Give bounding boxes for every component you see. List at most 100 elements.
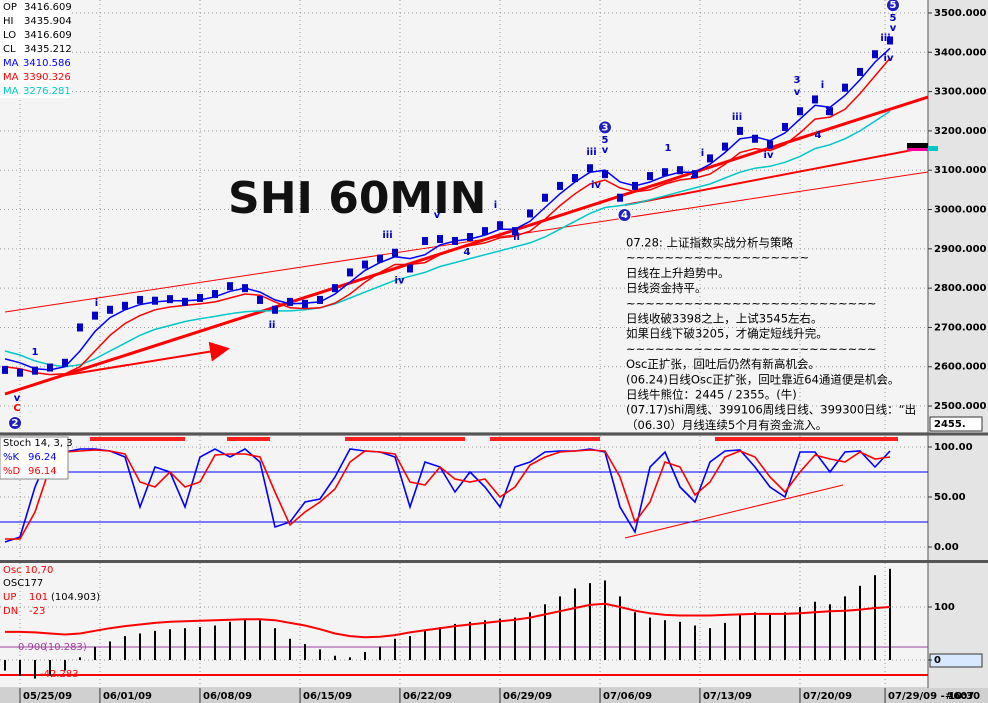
wave-label: 1 [665, 143, 672, 154]
wave-label: iv [395, 275, 405, 286]
note-line: ~~~~~~~~~~~~~~~~~~~ [626, 251, 809, 265]
readout-value: 3416.609 [24, 2, 72, 13]
wave-label: i [821, 80, 824, 91]
osc-bar [694, 625, 697, 660]
price-bar [46, 363, 53, 372]
y-tick-label: 3100.000 [934, 165, 987, 176]
readout: 101 [29, 592, 48, 603]
price-bar [842, 83, 849, 92]
osc-bar [138, 633, 141, 660]
osc-bar [559, 596, 562, 660]
legend-value: 3390.326 [23, 72, 71, 83]
price-bar [406, 264, 413, 273]
wave-label: 5 [890, 13, 897, 24]
ma-line [4, 57, 891, 376]
price-bar [512, 227, 519, 236]
osc-bar [544, 604, 547, 660]
osc-bar [243, 618, 246, 660]
wave-label: v [794, 87, 801, 98]
price-bar [872, 50, 879, 59]
y-tick-label: 3500.000 [934, 8, 987, 19]
osc-bar [318, 649, 321, 660]
wave-label: iv [884, 53, 894, 64]
price-bar [857, 67, 864, 76]
osc-bar [108, 641, 111, 660]
wave-label: iii [382, 230, 392, 241]
price-bar [61, 358, 68, 367]
y-tick-label: 2500.000 [934, 401, 987, 412]
y-tick-label: 100 [934, 602, 955, 613]
last-price-box [929, 416, 983, 432]
osc-bar [258, 620, 261, 660]
price-bar [421, 236, 428, 245]
osc-bar [784, 612, 787, 660]
zero-box [929, 653, 983, 668]
note-line: ~~~~~~~~~~~~~~~~~~~~~~~~~~ [626, 342, 877, 356]
legend-name: MA [3, 58, 19, 69]
y-tick-label: 3000.000 [934, 205, 987, 216]
osc-bar [664, 620, 667, 660]
readout: (10.283) [44, 642, 87, 653]
header-box [0, 436, 69, 480]
readout-box [0, 0, 70, 98]
price-bar [346, 268, 353, 277]
y-tick-label: 3200.000 [934, 126, 987, 137]
wave-label: 3 [794, 75, 801, 86]
price-bar [497, 221, 504, 230]
readout-value: 3435.904 [24, 16, 72, 27]
price-bar [737, 126, 744, 135]
osc-bar [303, 644, 306, 660]
osc-bar [634, 612, 637, 660]
osc-bar [213, 625, 216, 660]
price-bar [482, 227, 489, 236]
readout: (104.903) [51, 592, 100, 603]
osc-bar [604, 580, 607, 660]
x-tick-label: 06/29/09 [503, 691, 552, 702]
note-line: ~~~~~~~~~~~~~~~~~~~~~~~~~~ [626, 296, 877, 310]
wave-circle [886, 0, 901, 13]
legend-name: MA [3, 72, 19, 83]
note-line: 日线资金持平。 [626, 281, 707, 295]
price-bar [451, 236, 458, 245]
osc-bar [529, 612, 532, 660]
price-bar [331, 284, 338, 293]
osc-bar [228, 621, 231, 660]
osc-bar [348, 657, 351, 660]
wave-label: 4 [815, 130, 822, 141]
price-bar [827, 107, 834, 116]
osc-bar [273, 628, 276, 660]
price-bar [166, 295, 173, 304]
price-bar [662, 168, 669, 177]
osc-bar [739, 614, 742, 660]
wave-label: 4 [621, 210, 628, 221]
x-tick-label: 05/25/09 [23, 691, 72, 702]
price-bar [376, 254, 383, 263]
y-tick-label: 2900.000 [934, 244, 987, 255]
osc-bar [78, 657, 81, 660]
osc-bar [423, 630, 426, 660]
price-bar [271, 305, 278, 314]
readout: UP [3, 592, 16, 603]
wave-circle [8, 415, 23, 430]
osc-bar [198, 627, 201, 660]
wave-label: 2 [690, 170, 697, 181]
x-tick-label: 07/13/09 [703, 691, 752, 702]
osc-bar [168, 629, 171, 660]
price-bar [812, 95, 819, 104]
price-bar [767, 140, 774, 149]
price-bar [677, 166, 684, 175]
legend-value: 96.14 [28, 466, 57, 477]
wave-label: i [95, 298, 98, 309]
wave-label: v [602, 145, 609, 156]
note-line: (06.24)日线Osc正扩张，回吐靠近64通道便是机会。 [626, 372, 899, 386]
y-tick-label: 0.00 [934, 542, 959, 553]
price-bar [391, 248, 398, 257]
ma-line [4, 110, 891, 368]
osc-bar [889, 568, 892, 660]
y-tick-label: 2800.000 [934, 283, 987, 294]
legend-name: %D [3, 466, 21, 477]
wave-label: iv [591, 180, 601, 191]
wave-label: 5 [890, 0, 897, 11]
price-bar [707, 154, 714, 163]
